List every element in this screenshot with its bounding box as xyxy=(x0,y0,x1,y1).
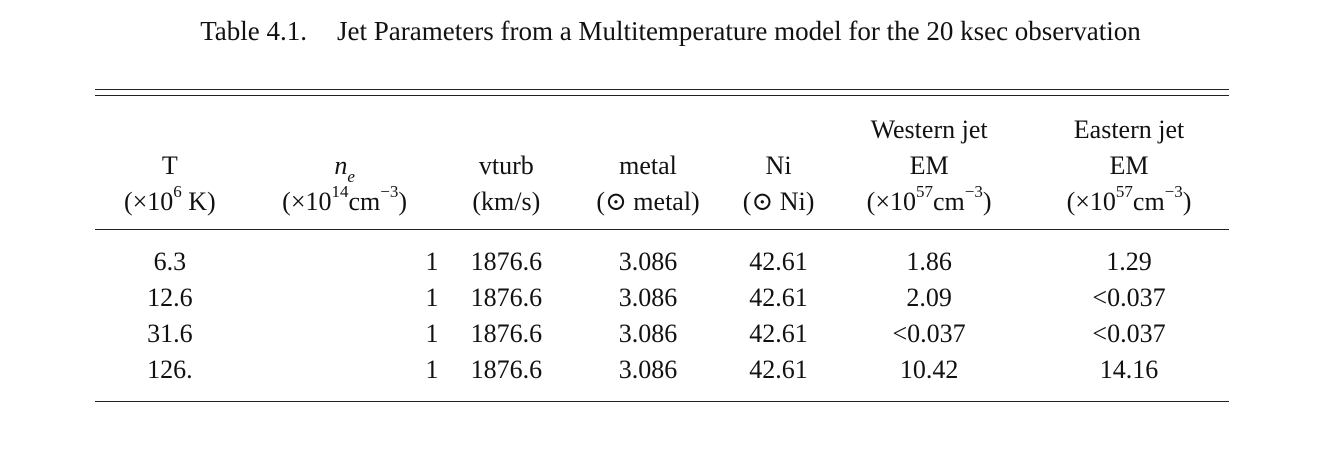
cell-ni: 42.61 xyxy=(749,283,808,312)
cell-eastern-em: <0.037 xyxy=(1092,319,1166,348)
unit-T: (×106 K) xyxy=(123,182,216,216)
unit-eastern-em: (×1057cm−3) xyxy=(1066,182,1192,216)
cell-western-em: 10.42 xyxy=(899,355,959,384)
cell-ni: 42.61 xyxy=(749,247,808,276)
header-T: T xyxy=(161,151,178,180)
cell-ni: 42.61 xyxy=(749,355,808,384)
header-ne: ne xyxy=(334,151,355,187)
cell-vturb: 1876.6 xyxy=(470,247,543,276)
unit-ni: (⊙ Ni) xyxy=(742,187,815,216)
header-metal: metal xyxy=(619,151,677,180)
cell-T: 31.6 xyxy=(147,319,193,348)
cell-vturb: 1876.6 xyxy=(470,355,543,384)
header-row-2: T ne vturb metal Ni EM EM xyxy=(95,148,1229,187)
cell-ni: 42.61 xyxy=(749,319,808,348)
cell-western-em: 2.09 xyxy=(906,283,952,312)
cell-T: 6.3 xyxy=(153,247,187,276)
cell-western-em: <0.037 xyxy=(892,319,966,348)
header-vturb: vturb xyxy=(478,151,534,180)
top-rule-2 xyxy=(95,95,1229,96)
unit-metal: (⊙ metal) xyxy=(596,187,700,216)
table-caption: Table 4.1. Jet Parameters from a Multitem… xyxy=(0,16,1341,47)
cell-T: 12.6 xyxy=(147,283,193,312)
cell-ne: 1 xyxy=(425,247,439,276)
table-row: 12.6 1 1876.6 3.086 42.61 2.09 <0.037 xyxy=(95,280,1229,316)
jet-parameters-table: Western jet Eastern jet T ne vturb metal… xyxy=(95,112,1229,388)
cell-ne: 1 xyxy=(425,283,439,312)
header-row-3: (×106 K) (×1014cm−3) (km/s) (⊙ metal) (⊙… xyxy=(95,182,1229,220)
unit-western-em: (×1057cm−3) xyxy=(866,182,992,216)
cell-metal: 3.086 xyxy=(618,247,678,276)
table-label: Table 4.1. xyxy=(200,16,308,46)
header-eastern-em: EM xyxy=(1109,151,1149,180)
table-row: 126. 1 1876.6 3.086 42.61 10.42 14.16 xyxy=(95,352,1229,388)
header-western-em: EM xyxy=(909,151,949,180)
cell-eastern-em: <0.037 xyxy=(1092,283,1166,312)
cell-ne: 1 xyxy=(425,355,439,384)
unit-vturb: (km/s) xyxy=(472,187,541,216)
cell-metal: 3.086 xyxy=(618,319,678,348)
cell-T: 126. xyxy=(147,355,193,384)
cell-ne: 1 xyxy=(425,319,439,348)
header-rule xyxy=(95,229,1229,230)
header-eastern-jet: Eastern jet xyxy=(1073,115,1185,144)
bottom-rule xyxy=(95,401,1229,402)
top-rule-1 xyxy=(95,89,1229,90)
header-western-jet: Western jet xyxy=(870,115,988,144)
header-ni: Ni xyxy=(765,151,792,180)
cell-eastern-em: 14.16 xyxy=(1099,355,1159,384)
table-row: 6.3 1 1876.6 3.086 42.61 1.86 1.29 xyxy=(95,244,1229,280)
unit-ne: (×1014cm−3) xyxy=(282,182,408,216)
cell-eastern-em: 1.29 xyxy=(1106,247,1152,276)
cell-vturb: 1876.6 xyxy=(470,283,543,312)
cell-metal: 3.086 xyxy=(618,355,678,384)
cell-vturb: 1876.6 xyxy=(470,319,543,348)
header-row-1: Western jet Eastern jet xyxy=(95,112,1229,148)
table-title: Jet Parameters from a Multitemperature m… xyxy=(337,16,1141,46)
table-row: 31.6 1 1876.6 3.086 42.61 <0.037 <0.037 xyxy=(95,316,1229,352)
cell-metal: 3.086 xyxy=(618,283,678,312)
cell-western-em: 1.86 xyxy=(906,247,952,276)
